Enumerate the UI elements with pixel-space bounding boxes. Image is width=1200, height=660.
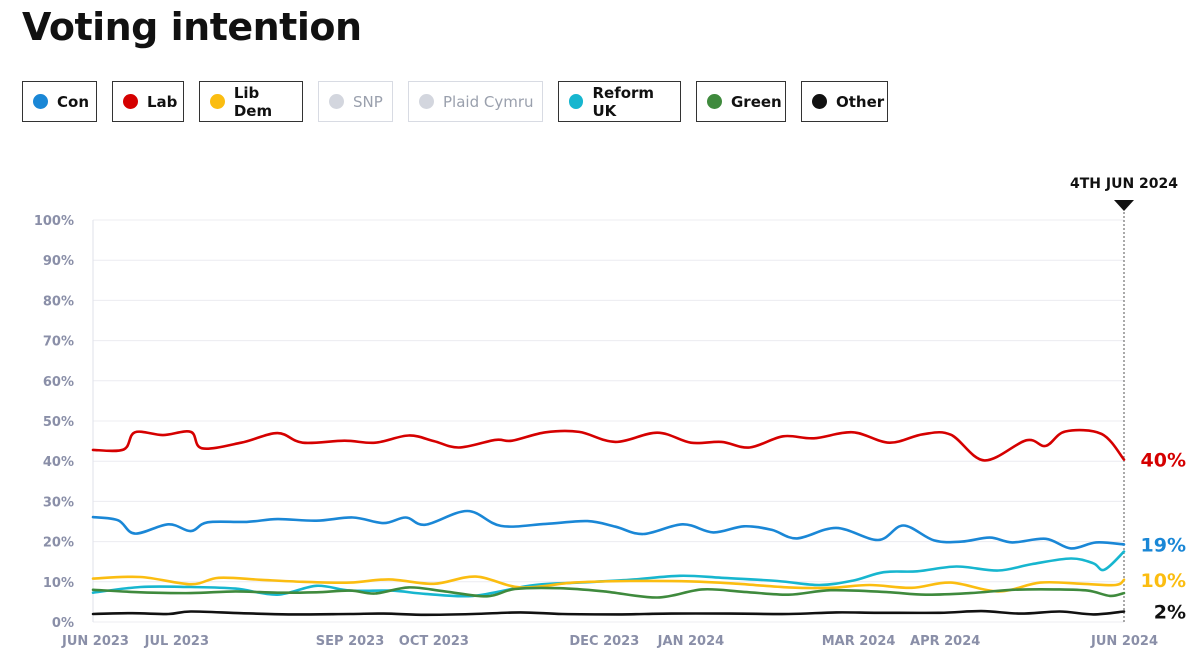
end-label-lib-dem: 10%: [1141, 570, 1186, 592]
x-axis: JUN 2023 JUL 2023 SEP 2023 OCT 2023 DEC 2023…: [61, 634, 1158, 649]
x-tick-label: JUN 2024: [1090, 634, 1158, 649]
legend-toggle-green[interactable]: Green: [696, 81, 786, 122]
lab-color-dot: [123, 94, 138, 109]
marker-triangle-icon: [1114, 200, 1134, 211]
legend-label-con: Con: [57, 92, 89, 111]
y-tick-label: 60%: [43, 375, 74, 390]
x-tick-label: JUN 2023: [61, 634, 129, 649]
y-tick-label: 0%: [52, 616, 74, 631]
x-tick-label: JUL 2023: [144, 634, 209, 649]
legend-toggle-lab[interactable]: Lab: [112, 81, 184, 122]
legend-toggle-con[interactable]: Con: [22, 81, 97, 122]
series-lines: [91, 428, 1126, 617]
legend-toggle-lib-dem[interactable]: Lib Dem: [199, 81, 303, 122]
page-title: Voting intention: [22, 5, 362, 49]
y-tick-label: 30%: [43, 495, 74, 510]
end-labels: 40% 19% 10% 2%: [1141, 450, 1186, 624]
snp-color-dot: [329, 94, 344, 109]
legend-toggle-other[interactable]: Other: [801, 81, 888, 122]
x-tick-label: OCT 2023: [399, 634, 469, 649]
y-tick-label: 40%: [43, 455, 74, 470]
end-label-con: 19%: [1141, 534, 1186, 556]
legend-toggle-reform-uk[interactable]: Reform UK: [558, 81, 681, 122]
end-label-other: 2%: [1154, 602, 1186, 624]
green-color-dot: [707, 94, 722, 109]
con-color-dot: [33, 94, 48, 109]
legend-label-plaid-cymru: Plaid Cymru: [443, 92, 534, 111]
series-line-reform-uk: [91, 550, 1126, 598]
legend-label-snp: SNP: [353, 92, 383, 111]
series-line-other: [91, 609, 1126, 617]
legend-label-reform-uk: Reform UK: [592, 83, 655, 120]
x-tick-label: DEC 2023: [569, 634, 639, 649]
x-tick-label: MAR 2024: [822, 634, 896, 649]
end-label-lab: 40%: [1141, 450, 1186, 472]
y-tick-label: 50%: [43, 415, 74, 430]
y-axis: 0% 10% 20% 30% 40% 50% 60% 70% 80% 90% 100%: [34, 214, 94, 631]
legend-label-green: Green: [731, 92, 782, 111]
series-line-lab: [91, 428, 1126, 462]
y-tick-label: 20%: [43, 536, 74, 551]
series-line-con: [91, 509, 1126, 550]
legend-label-lib-dem: Lib Dem: [233, 83, 273, 120]
legend-toggle-snp[interactable]: SNP: [318, 81, 393, 122]
series-line-green: [91, 586, 1126, 599]
x-tick-label: SEP 2023: [316, 634, 384, 649]
legend-label-other: Other: [836, 92, 885, 111]
marker-label: 4TH JUN 2024: [1070, 176, 1178, 192]
plaid-cymru-color-dot: [419, 94, 434, 109]
lib-dem-color-dot: [210, 94, 225, 109]
voting-intention-chart: 0% 10% 20% 30% 40% 50% 60% 70% 80% 90% 100% JUN 20…: [0, 160, 1200, 656]
gridlines: [93, 219, 1124, 623]
y-tick-label: 80%: [43, 294, 74, 309]
line-chart-svg: 0% 10% 20% 30% 40% 50% 60% 70% 80% 90% 100% JUN 20…: [34, 176, 1186, 649]
legend-toggle-plaid-cymru[interactable]: Plaid Cymru: [408, 81, 543, 122]
reform-uk-color-dot: [569, 94, 584, 109]
legend-label-lab: Lab: [147, 92, 178, 111]
x-tick-label: JAN 2024: [657, 634, 725, 649]
other-color-dot: [812, 94, 827, 109]
x-tick-label: APR 2024: [910, 634, 980, 649]
y-tick-label: 70%: [43, 335, 74, 350]
y-tick-label: 10%: [43, 576, 74, 591]
y-tick-label: 100%: [34, 214, 74, 229]
y-tick-label: 90%: [43, 254, 74, 269]
